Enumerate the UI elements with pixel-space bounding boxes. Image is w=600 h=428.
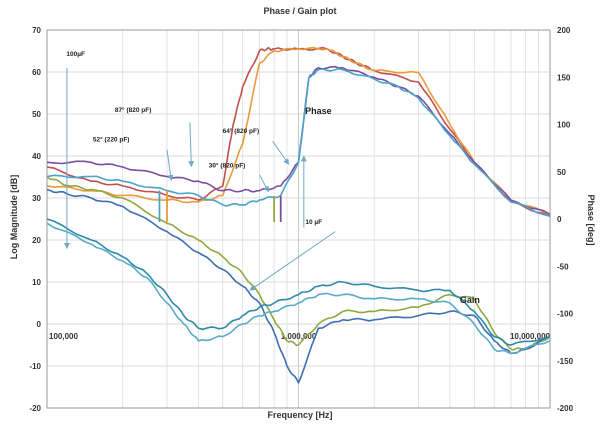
series-labels: Phase Gain xyxy=(305,106,480,305)
series-label: Gain xyxy=(460,295,480,305)
series-line-left xyxy=(46,188,551,384)
annotation-arrow xyxy=(188,122,195,168)
left-tick-label: 70 xyxy=(32,26,41,35)
series-line-left xyxy=(46,222,551,355)
series-line-left xyxy=(46,218,551,346)
left-tick-label: -10 xyxy=(29,362,41,371)
left-tick-label: 60 xyxy=(32,68,41,77)
left-tick-label: 50 xyxy=(32,110,41,119)
left-tick-label: 0 xyxy=(37,320,42,329)
right-tick-label: 0 xyxy=(557,215,562,224)
right-tick-label: 100 xyxy=(557,121,571,130)
series-label: Phase xyxy=(305,106,332,116)
left-tick-label: 30 xyxy=(32,194,41,203)
annotations: 100µF 87° (820 pF) 52° (220 pF) 64° (820 pF… xyxy=(66,51,322,226)
right-axis-label: Phase [deg] xyxy=(586,194,596,245)
left-tick-label: 20 xyxy=(32,236,41,245)
right-tick-label: -50 xyxy=(557,262,569,271)
annotation-arrows xyxy=(63,67,336,291)
annotation-label: 52° (220 pF) xyxy=(93,135,130,143)
chart-title: Phase / Gain plot xyxy=(263,6,336,16)
right-tick-label: 200 xyxy=(557,26,571,35)
left-axis-ticks: -20 -10 0 10 20 30 40 50 60 70 xyxy=(29,26,41,413)
left-tick-label: 40 xyxy=(32,152,41,161)
annotation-label: 87° (820 pF) xyxy=(115,106,152,114)
left-tick-label: -20 xyxy=(29,404,41,413)
grid xyxy=(46,29,550,409)
x-tick-label: 100,000 xyxy=(49,332,78,341)
x-axis-label: Frequency [Hz] xyxy=(267,410,332,420)
right-tick-label: -150 xyxy=(557,357,574,366)
x-tick-label: 10,000,000 xyxy=(510,332,551,341)
left-tick-label: 10 xyxy=(32,278,41,287)
right-tick-label: -100 xyxy=(557,310,574,319)
series-line-left xyxy=(46,176,551,351)
right-tick-label: 50 xyxy=(557,168,566,177)
right-tick-label: -200 xyxy=(557,404,574,413)
annotation-arrow xyxy=(166,149,174,181)
right-tick-label: 150 xyxy=(557,73,571,82)
left-axis-label: Log Magnitude [dB] xyxy=(9,175,19,259)
annotation-arrow xyxy=(259,174,269,193)
annotation-label: 64° (820 pF) xyxy=(223,127,260,135)
annotation-label: 10 µF xyxy=(305,219,322,226)
series-line-right xyxy=(46,67,551,217)
annotation-label: 100µF xyxy=(66,51,85,58)
right-axis-ticks: -200 -150 -100 -50 0 50 100 150 200 xyxy=(557,26,574,413)
series-line-right xyxy=(46,46,551,217)
x-tick-label: 1,000,000 xyxy=(281,332,317,341)
annotation-arrow xyxy=(249,231,336,291)
annotation-arrow xyxy=(272,141,290,165)
x-axis-ticks: 100,000 1,000,000 10,000,000 xyxy=(49,332,551,341)
annotation-label: 30° (820 pF) xyxy=(209,161,246,169)
markers xyxy=(158,190,282,222)
